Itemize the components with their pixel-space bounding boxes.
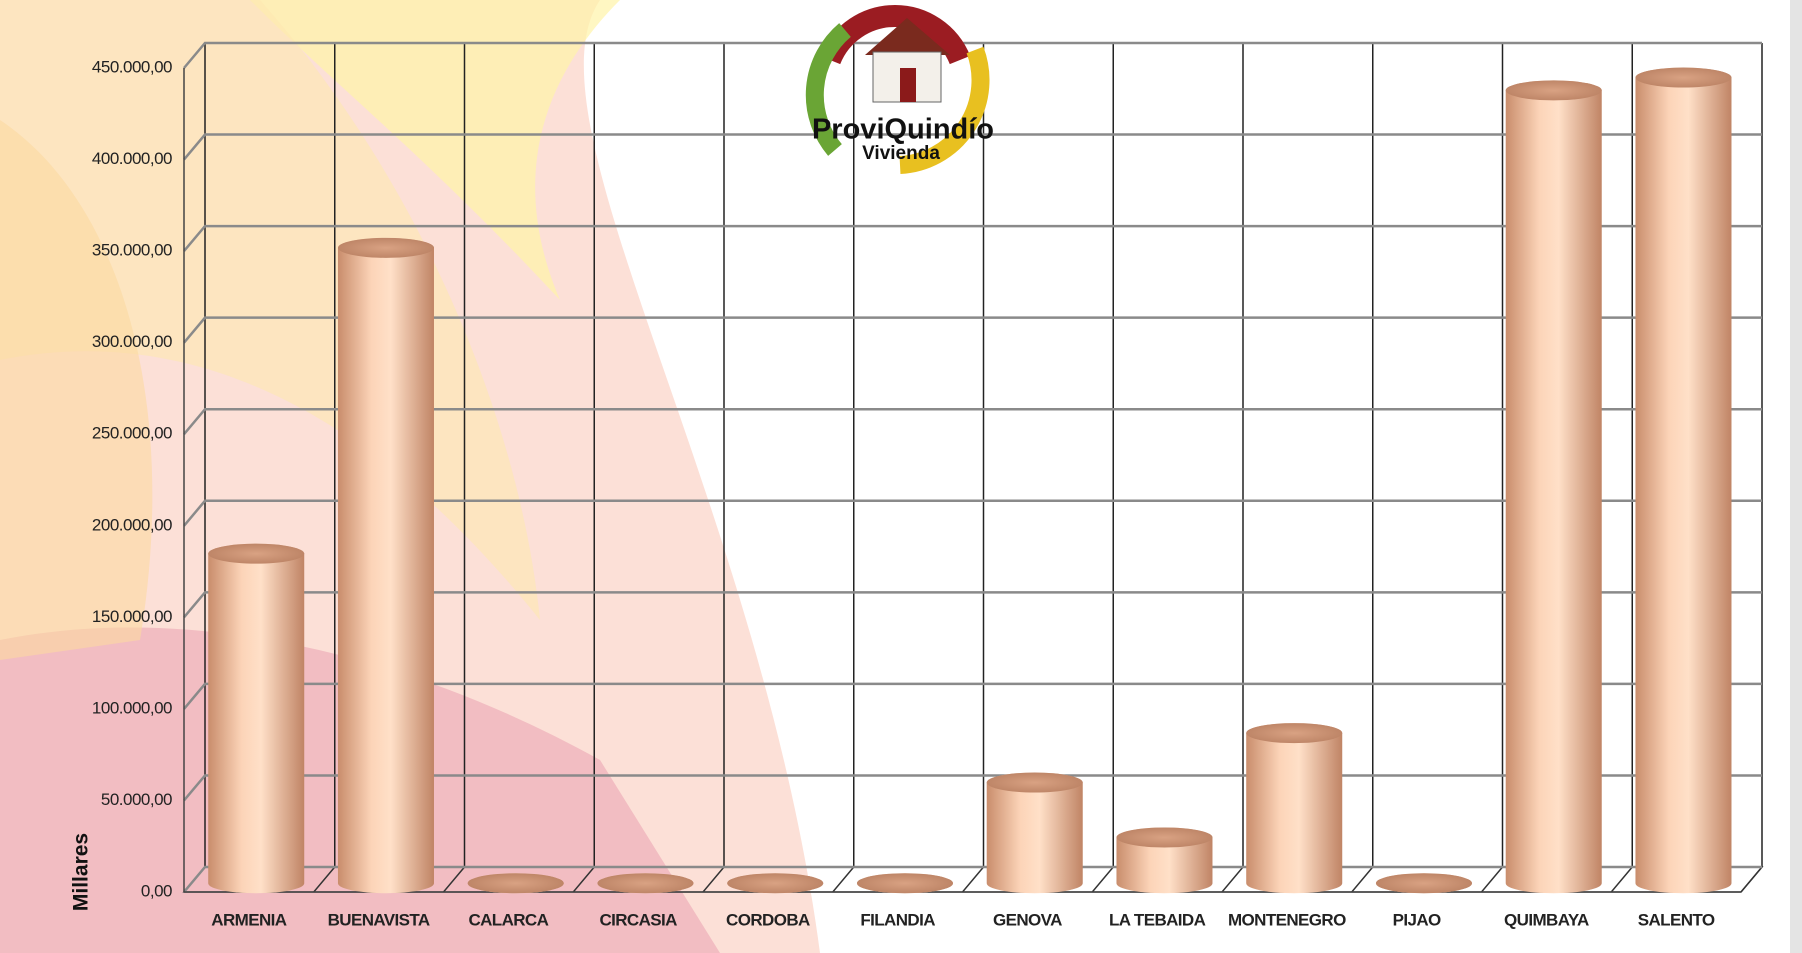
floor-divider	[832, 866, 855, 893]
floor-divider	[702, 866, 725, 893]
floor-divider	[1610, 866, 1633, 893]
logo-name: ProviQuindío	[812, 114, 994, 146]
grid-line	[183, 591, 1762, 619]
x-tick-label: CALARCA	[468, 910, 548, 929]
bar	[208, 543, 305, 894]
floor-divider	[961, 866, 985, 893]
bar	[1635, 67, 1732, 894]
bar	[986, 772, 1083, 894]
floor-divider	[442, 866, 466, 893]
y-tick-label: 350.000,00	[92, 241, 172, 260]
floor-divider	[572, 866, 595, 893]
bar-cap	[1375, 873, 1472, 894]
plot: 0,00 50.000,00 100.000,00 150.000,00 200.000…	[92, 41, 1764, 929]
y-tick-label: 100.000,00	[92, 698, 172, 717]
floor-divider	[1740, 866, 1763, 893]
grid-line	[183, 41, 1762, 69]
logo-tagline: Vivienda	[862, 143, 940, 164]
x-tick-label: SALENTO	[1638, 910, 1715, 929]
bar-cap	[856, 873, 953, 894]
floor-divider	[1091, 866, 1114, 893]
y-tick-label: 0,00	[141, 881, 172, 900]
floor-divider	[1221, 866, 1244, 893]
bar	[1505, 80, 1602, 894]
y-tick-label: 300.000,00	[92, 332, 172, 351]
bar-cap	[986, 772, 1083, 793]
bar-cap	[1116, 827, 1213, 848]
bar	[337, 237, 434, 894]
grid-line	[183, 224, 1762, 252]
x-tick-label: FILANDIA	[860, 910, 935, 929]
y-tick-label: 200.000,00	[92, 515, 172, 534]
floor-divider	[1351, 866, 1374, 893]
grid-line	[183, 865, 1762, 893]
floor-divider	[313, 866, 336, 893]
grid-line	[183, 316, 1762, 344]
y-tick-label: 400.000,00	[92, 149, 172, 168]
x-tick-label: PIJAO	[1393, 910, 1441, 929]
y-tick-label: 150.000,00	[92, 607, 172, 626]
grid-line	[183, 774, 1762, 802]
x-tick-label: BUENAVISTA	[328, 910, 430, 929]
bar-cap	[208, 543, 305, 564]
y-axis-title: Millares	[70, 833, 93, 911]
bar-cap	[337, 237, 434, 258]
bar-cap	[1505, 80, 1602, 101]
grid-line	[183, 407, 1762, 436]
bar-cap	[727, 873, 824, 894]
x-tick-label: ARMENIA	[211, 910, 286, 929]
bar-cap	[1246, 723, 1343, 744]
bar-cap	[467, 873, 564, 894]
x-tick-label: CORDOBA	[726, 910, 810, 929]
grid-line	[183, 499, 1762, 527]
logo: ProviQuindío Vivienda	[805, 4, 994, 174]
floor-divider	[1480, 866, 1504, 893]
x-tick-label: MONTENEGRO	[1228, 910, 1346, 929]
y-tick-label: 250.000,00	[92, 424, 172, 443]
x-tick-label: CIRCASIA	[599, 910, 677, 929]
bar-cap	[1635, 67, 1732, 88]
bar-cap	[597, 873, 694, 894]
y-tick-label: 450.000,00	[92, 57, 172, 76]
grid-line	[183, 133, 1762, 161]
x-tick-label: GENOVA	[993, 910, 1062, 929]
grid-line	[183, 682, 1762, 710]
y-tick-label: 50.000,00	[101, 790, 172, 809]
x-tick-label: LA TEBAIDA	[1109, 910, 1206, 929]
bar	[1246, 723, 1343, 894]
x-tick-label: QUIMBAYA	[1504, 910, 1589, 929]
